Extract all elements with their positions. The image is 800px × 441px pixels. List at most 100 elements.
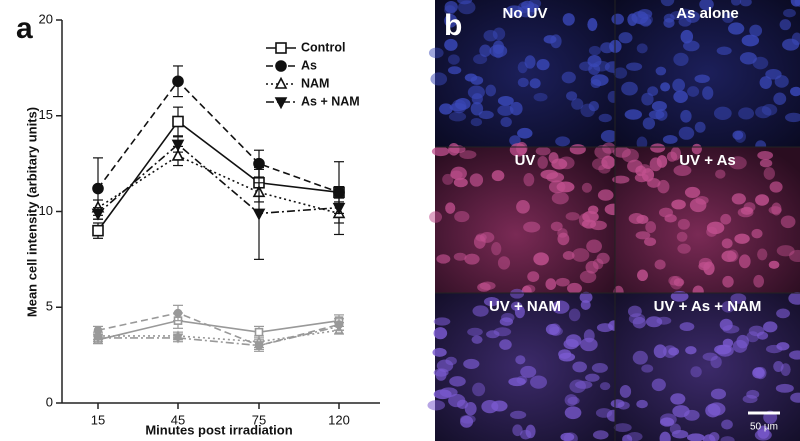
nucleus bbox=[520, 365, 537, 378]
nucleus bbox=[523, 284, 536, 294]
nucleus bbox=[430, 72, 448, 86]
nucleus bbox=[459, 150, 477, 159]
nucleus bbox=[677, 218, 690, 230]
nucleus bbox=[565, 334, 582, 348]
nucleus bbox=[730, 293, 747, 304]
nucleus bbox=[611, 13, 625, 25]
nucleus bbox=[588, 45, 601, 56]
nucleus bbox=[550, 221, 563, 232]
nucleus bbox=[579, 270, 597, 284]
marker bbox=[274, 97, 288, 110]
nucleus bbox=[580, 337, 598, 352]
nucleus bbox=[486, 330, 500, 339]
nucleus bbox=[505, 5, 524, 17]
nucleus bbox=[489, 44, 508, 58]
nucleus bbox=[444, 5, 456, 15]
nucleus bbox=[753, 274, 764, 288]
marker bbox=[275, 42, 287, 54]
nucleus bbox=[790, 86, 800, 97]
nucleus bbox=[581, 182, 593, 193]
nucleus bbox=[684, 409, 700, 421]
nucleus bbox=[473, 234, 486, 249]
nucleus bbox=[621, 148, 639, 163]
nucleus bbox=[642, 117, 656, 130]
nucleus bbox=[708, 432, 720, 441]
tile-label: UV + As bbox=[679, 152, 736, 169]
y-tick-label: 0 bbox=[46, 394, 53, 409]
marker bbox=[173, 334, 183, 344]
nucleus bbox=[564, 406, 582, 420]
panel-label: a bbox=[16, 12, 33, 45]
nucleus bbox=[628, 313, 646, 325]
marker bbox=[332, 202, 346, 215]
nucleus bbox=[650, 143, 666, 153]
y-tick-label: 15 bbox=[39, 107, 53, 122]
y-tick-label: 5 bbox=[46, 299, 53, 314]
nucleus bbox=[749, 24, 763, 37]
nucleus bbox=[722, 12, 735, 23]
nucleus bbox=[601, 155, 616, 169]
nucleus bbox=[716, 46, 732, 55]
nucleus bbox=[447, 66, 462, 75]
nucleus bbox=[469, 173, 484, 187]
nucleus bbox=[773, 361, 784, 372]
nucleus bbox=[651, 378, 666, 392]
nucleus bbox=[694, 121, 706, 133]
legend-label: As bbox=[301, 58, 317, 72]
nucleus bbox=[627, 305, 642, 318]
y-tick-label: 10 bbox=[39, 203, 53, 218]
nucleus bbox=[636, 399, 648, 409]
marker bbox=[254, 341, 264, 352]
nucleus bbox=[520, 429, 532, 440]
nucleus bbox=[558, 156, 575, 170]
nucleus bbox=[467, 85, 485, 100]
nucleus bbox=[549, 323, 561, 336]
panel-label: b bbox=[444, 9, 462, 42]
nucleus bbox=[479, 44, 492, 57]
nucleus bbox=[663, 345, 677, 358]
nucleus bbox=[572, 361, 587, 373]
marker bbox=[274, 76, 288, 89]
nucleus bbox=[695, 195, 709, 205]
nucleus bbox=[673, 278, 685, 287]
nucleus bbox=[657, 179, 670, 194]
marker bbox=[171, 139, 185, 152]
nucleus bbox=[562, 251, 575, 260]
nucleus bbox=[641, 92, 654, 106]
nucleus bbox=[548, 152, 559, 164]
nucleus bbox=[592, 60, 610, 72]
nucleus bbox=[722, 338, 734, 348]
nucleus bbox=[477, 282, 491, 292]
nucleus bbox=[684, 186, 701, 198]
nucleus bbox=[632, 350, 648, 365]
nucleus bbox=[562, 13, 575, 26]
nucleus bbox=[730, 0, 742, 6]
nucleus bbox=[789, 249, 800, 263]
nucleus bbox=[436, 359, 454, 372]
nucleus bbox=[690, 366, 702, 378]
nucleus bbox=[581, 219, 597, 229]
marker bbox=[334, 322, 344, 332]
nucleus bbox=[457, 0, 473, 5]
nucleus bbox=[590, 79, 602, 89]
nucleus bbox=[656, 155, 668, 168]
nucleus bbox=[691, 143, 702, 155]
nucleus bbox=[435, 369, 447, 381]
nucleus bbox=[659, 431, 671, 441]
nucleus bbox=[783, 8, 796, 18]
nucleus bbox=[739, 52, 757, 65]
nucleus bbox=[525, 3, 540, 13]
nucleus bbox=[685, 346, 697, 355]
nucleus bbox=[545, 278, 557, 290]
nucleus bbox=[775, 383, 794, 393]
nucleus bbox=[433, 327, 448, 340]
nucleus bbox=[524, 55, 536, 69]
nucleus bbox=[634, 173, 649, 183]
nucleus bbox=[761, 104, 778, 116]
nucleus bbox=[598, 113, 612, 123]
nucleus bbox=[600, 130, 618, 143]
nucleus bbox=[768, 260, 780, 269]
series-line bbox=[97, 80, 340, 194]
series-line bbox=[98, 329, 340, 343]
y-axis-title: Mean cell intensity (arbitary units) bbox=[24, 107, 39, 317]
